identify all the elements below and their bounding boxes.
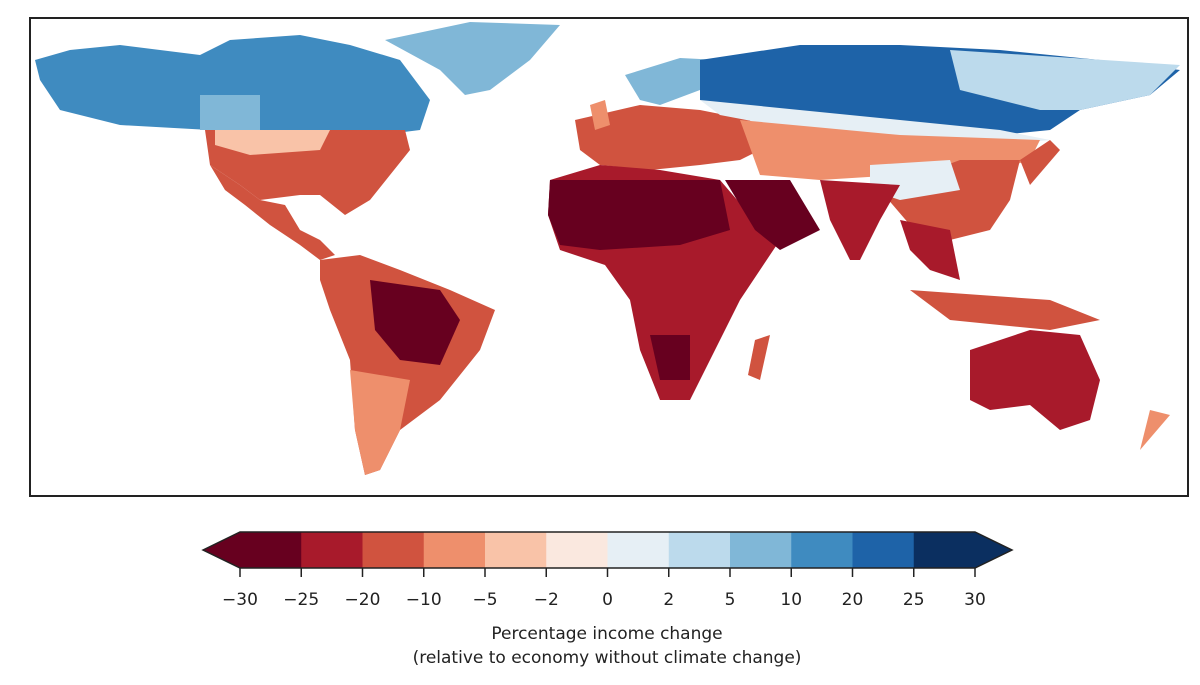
colorbar-bin [852, 532, 915, 568]
colorbar-tick-label: −20 [344, 590, 381, 610]
region-sahara [548, 180, 730, 250]
region-russia-south [700, 100, 1050, 145]
colorbar-tick-label: −10 [405, 590, 442, 610]
colorbar-label: Percentage income change [491, 624, 723, 644]
colorbar-bin [362, 532, 425, 568]
region-europe [575, 105, 760, 170]
colorbar-bin [301, 532, 363, 568]
region-usa-north [215, 130, 330, 155]
region-japan [1020, 140, 1060, 185]
colorbar-tick-label: 25 [902, 590, 925, 610]
region-uk [590, 100, 610, 130]
colorbar-bin [546, 532, 608, 568]
region-scandinavia [625, 58, 720, 105]
colorbar-bin [913, 532, 976, 568]
colorbar-tick-label: −2 [533, 590, 559, 610]
colorbar-tick-label: −5 [472, 590, 498, 610]
colorbar-tick-label: 20 [841, 590, 864, 610]
region-australia [970, 330, 1100, 430]
colorbar-extend-high [975, 532, 1012, 568]
colorbar-bin [423, 532, 486, 568]
colorbar-tick-label: 0 [602, 590, 613, 610]
colorbar-extend-low [203, 532, 240, 568]
region-new-zealand [1140, 410, 1170, 450]
region-arabia [725, 180, 820, 250]
colorbar-tick-label: 2 [663, 590, 675, 610]
colorbar-bin [791, 532, 853, 568]
colorbar-tick-label: 5 [724, 590, 736, 610]
region-southern-africa [650, 335, 690, 380]
colorbar-tick-label: 30 [964, 590, 986, 610]
region-amazon [370, 280, 460, 365]
region-canada [35, 35, 430, 135]
colorbar-tick-label: 10 [780, 590, 803, 610]
map-regions [35, 22, 1180, 475]
colorbar-sublabel: (relative to economy without climate cha… [412, 648, 802, 668]
colorbar [201, 531, 1014, 577]
region-greenland [385, 22, 560, 95]
region-indonesia [910, 290, 1100, 330]
region-canada-central [200, 95, 260, 130]
region-india [820, 180, 900, 260]
colorbar-bin [668, 532, 731, 568]
region-madagascar [748, 335, 770, 380]
colorbar-bin [240, 532, 302, 568]
region-siberia-east [950, 50, 1180, 110]
region-south-cone [350, 370, 410, 475]
colorbar-tick-label: −25 [283, 590, 320, 610]
colorbar-bin [730, 532, 792, 568]
colorbar-tick-label: −30 [222, 590, 258, 610]
colorbar-bin [607, 532, 670, 568]
region-se-asia [900, 220, 960, 280]
colorbar-bin [485, 532, 547, 568]
region-mexico [210, 165, 335, 260]
